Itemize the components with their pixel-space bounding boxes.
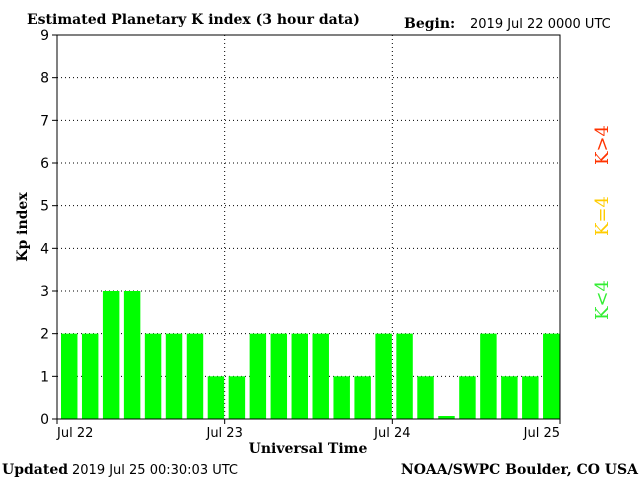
- kp-bar: [501, 376, 518, 419]
- kp-bar: [354, 376, 371, 419]
- y-axis-ticks: 0 1 2 3 4 5 6 7 8 9: [40, 28, 57, 428]
- plot-frame: [56, 34, 561, 420]
- kp-bar: [270, 333, 288, 419]
- grid: [57, 35, 560, 419]
- legend-k-above-4: K>4: [592, 125, 613, 165]
- kp-bar: [144, 333, 162, 419]
- kp-bar: [312, 333, 329, 419]
- kp-bar: [291, 333, 308, 419]
- y-tick-label: 0: [40, 412, 49, 428]
- kp-bar: [375, 333, 392, 419]
- legend-k-below-4: K<4: [592, 280, 613, 320]
- kp-bar: [61, 333, 78, 419]
- chart-title: Estimated Planetary K index (3 hour data…: [27, 12, 360, 28]
- updated-label: Updated: [2, 462, 68, 478]
- kp-bar: [165, 333, 183, 419]
- legend: K<4 K=4 K>4: [592, 125, 613, 320]
- source-credit: NOAA/SWPC Boulder, CO USA: [401, 462, 639, 478]
- x-tick-label: Jul 22: [56, 426, 93, 441]
- y-tick-label: 7: [40, 113, 49, 129]
- y-axis-label: Kp index: [15, 192, 31, 262]
- x-tick-label: Jul 24: [373, 426, 410, 441]
- kp-bar: [81, 333, 99, 419]
- y-tick-label: 4: [40, 241, 49, 257]
- kp-bar: [480, 333, 497, 419]
- y-tick-label: 3: [40, 284, 49, 300]
- y-tick-label: 8: [40, 71, 49, 87]
- kp-bar: [396, 333, 413, 419]
- begin-date: 2019 Jul 22 0000 UTC: [470, 17, 611, 32]
- kp-bar: [123, 291, 141, 419]
- x-axis-label: Universal Time: [249, 441, 368, 457]
- kp-bar: [522, 376, 539, 419]
- begin-label: Begin:: [404, 16, 455, 32]
- y-tick-label: 5: [40, 199, 49, 215]
- bars: [61, 291, 560, 419]
- kp-bar: [417, 376, 434, 419]
- x-tick-label: Jul 25: [523, 426, 560, 441]
- kp-bar: [438, 416, 455, 419]
- kp-bar: [228, 376, 246, 419]
- legend-k-equals-4: K=4: [592, 196, 613, 236]
- kp-bar: [249, 333, 267, 419]
- y-tick-label: 2: [40, 327, 49, 343]
- y-tick-label: 9: [40, 28, 49, 44]
- kp-bar: [207, 376, 225, 419]
- y-tick-label: 6: [40, 156, 49, 172]
- kp-bar: [543, 333, 560, 419]
- y-tick-label: 1: [40, 369, 49, 385]
- kp-bar: [186, 333, 204, 419]
- kp-bar: [102, 291, 120, 419]
- x-tick-label: Jul 23: [205, 426, 242, 441]
- kp-bar: [333, 376, 350, 419]
- x-axis-ticks: Jul 22 Jul 23 Jul 24 Jul 25: [56, 419, 561, 441]
- updated-timestamp: 2019 Jul 25 00:30:03 UTC: [72, 463, 238, 478]
- kp-bar: [459, 376, 476, 419]
